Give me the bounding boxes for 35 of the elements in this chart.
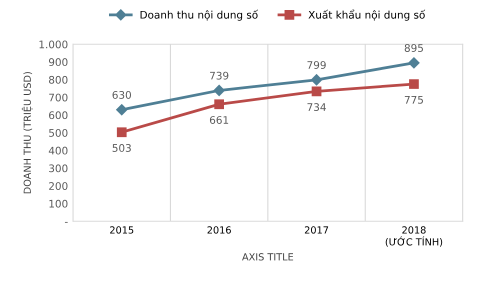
point [312,86,322,96]
data-label: 734 [307,103,326,112]
legend-label: Xuất khẩu nội dung số [308,10,426,21]
x-tick-label: 2018 (ƯỚC TÍNH) [386,226,442,247]
y-tick-label: 800 [49,76,68,84]
y-tick-label: 300 [49,164,68,172]
y-tick-label: 700 [49,94,68,102]
data-label: 775 [404,96,423,104]
x-tick-label: 2016 [207,226,231,234]
y-tick-label: 1.000 [40,40,68,48]
y-tick-label: 400 [48,146,68,155]
point [408,57,420,68]
y-tick-label: 500 [49,128,68,137]
x-tick-label: 2017 [304,226,328,234]
data-label: 895 [404,44,423,52]
point [116,104,128,116]
data-label: 630 [112,90,131,99]
y-tick-label: 200 [49,182,68,190]
y-tick-label: 900 [48,58,68,66]
y-tick-label: 600 [49,111,68,120]
point [310,74,322,86]
legend-label: Doanh thu nội dung số [140,10,258,21]
data-label: 503 [112,144,131,152]
data-label: 661 [210,116,228,124]
data-label: 739 [210,72,228,80]
x-tick-label: 2015 [110,226,134,234]
point [116,127,127,138]
data-label: 799 [307,61,326,69]
point [214,99,224,110]
y-tick-label: - [64,222,68,223]
point [409,79,419,89]
y-tick-label: 100 [49,200,68,208]
point [214,84,225,96]
y-axis-title: DOANH THU (TRIỆU USD) [22,72,33,194]
x-axis-title: AXIS TITLE [242,253,294,261]
